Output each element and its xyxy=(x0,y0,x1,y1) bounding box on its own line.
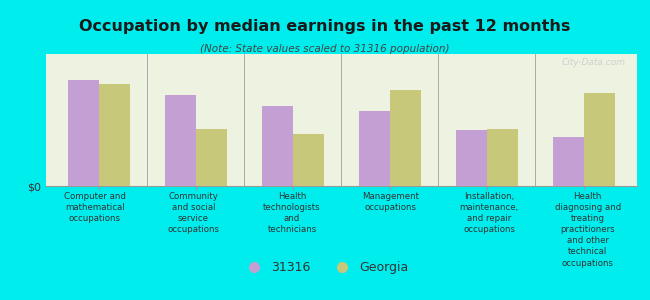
Bar xyxy=(390,90,421,186)
Bar xyxy=(552,137,584,186)
Bar xyxy=(164,95,196,186)
Bar xyxy=(99,84,130,186)
Text: (Note: State values scaled to 31316 population): (Note: State values scaled to 31316 popu… xyxy=(200,44,450,53)
Text: Health
technologists
and
technicians: Health technologists and technicians xyxy=(263,192,320,234)
Text: Occupation by median earnings in the past 12 months: Occupation by median earnings in the pas… xyxy=(79,20,571,34)
Legend: 31316, Georgia: 31316, Georgia xyxy=(237,256,413,279)
Bar xyxy=(262,106,292,186)
Text: City-Data.com: City-Data.com xyxy=(561,58,625,67)
Text: Installation,
maintenance,
and repair
occupations: Installation, maintenance, and repair oc… xyxy=(460,192,519,234)
Bar xyxy=(68,80,99,186)
Bar xyxy=(456,130,487,186)
Bar xyxy=(584,93,615,186)
Text: Health
diagnosing and
treating
practitioners
and other
technical
occupations: Health diagnosing and treating practitio… xyxy=(554,192,621,268)
Bar xyxy=(196,129,227,186)
Bar xyxy=(487,129,518,186)
Text: Computer and
mathematical
occupations: Computer and mathematical occupations xyxy=(64,192,125,223)
Bar xyxy=(359,111,390,186)
Text: Management
occupations: Management occupations xyxy=(362,192,419,212)
Bar xyxy=(292,134,324,186)
Text: Community
and social
service
occupations: Community and social service occupations xyxy=(168,192,220,234)
